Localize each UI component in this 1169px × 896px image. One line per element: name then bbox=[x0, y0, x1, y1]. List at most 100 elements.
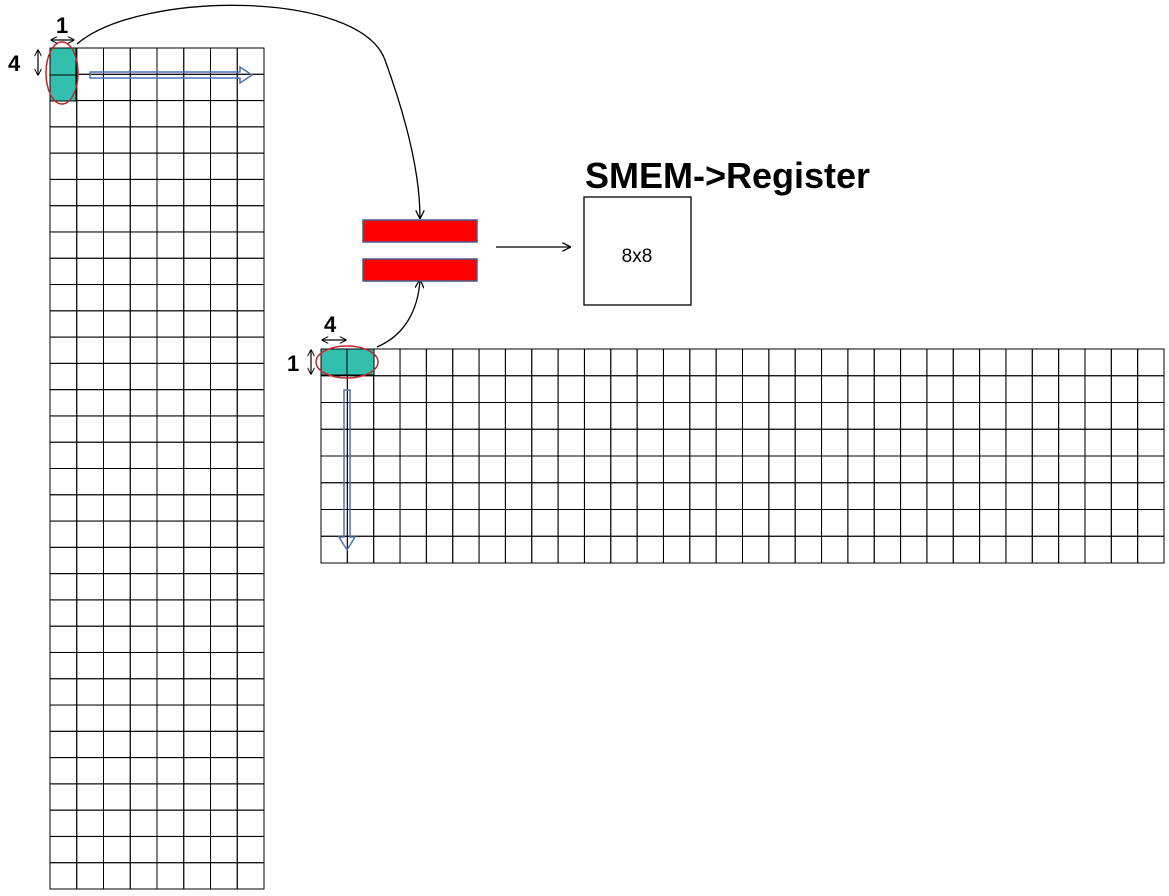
matrix-b-cell bbox=[610, 348, 638, 377]
matrix-b-cell bbox=[847, 348, 875, 377]
matrix-b-cell bbox=[1137, 455, 1165, 484]
matrix-b-cell bbox=[636, 455, 664, 484]
matrix-a-cell bbox=[76, 178, 104, 207]
matrix-b-cell bbox=[662, 348, 691, 377]
matrix-a-cell bbox=[156, 284, 185, 312]
diagram-title: SMEM->Register bbox=[585, 155, 870, 196]
matrix-b-cell bbox=[900, 348, 928, 377]
matrix-a-cell bbox=[183, 205, 211, 233]
matrix-b-cell bbox=[557, 375, 585, 403]
matrix-a-cell bbox=[183, 573, 211, 601]
matrix-b-cell bbox=[1110, 509, 1139, 537]
matrix-a-cell bbox=[156, 152, 185, 180]
matrix-a-cell bbox=[103, 730, 131, 759]
matrix-b-cell bbox=[452, 402, 480, 430]
matrix-a-cell bbox=[210, 47, 238, 75]
matrix-a-cell bbox=[183, 468, 211, 496]
matrix-a-cell bbox=[210, 835, 238, 864]
matrix-b-cell bbox=[979, 428, 1007, 457]
matrix-a-cell bbox=[210, 520, 238, 548]
matrix-b-cell bbox=[873, 535, 902, 564]
matrix-a-cell bbox=[49, 809, 78, 837]
matrix-b-cell bbox=[742, 428, 770, 457]
matrix-a-cell bbox=[183, 362, 211, 391]
matrix-a-cell bbox=[49, 257, 78, 286]
matrix-b-cell bbox=[926, 348, 954, 377]
matrix-a-cell bbox=[156, 546, 185, 575]
matrix-b-cell bbox=[1031, 428, 1060, 457]
matrix-a-cell bbox=[129, 757, 158, 785]
matrix-a-cell bbox=[236, 205, 265, 233]
matrix-a-cell bbox=[236, 362, 265, 391]
matrix-a-cell bbox=[49, 520, 78, 548]
matrix-b-cell bbox=[1137, 482, 1165, 510]
matrix-a-cell bbox=[129, 231, 158, 259]
matrix-a-cell bbox=[103, 415, 131, 443]
matrix-b-cell bbox=[979, 482, 1007, 510]
matrix-a-cell bbox=[236, 835, 265, 864]
matrix-b-cell bbox=[873, 428, 902, 457]
matrix-b-cell bbox=[373, 428, 401, 457]
matrix-a-cell bbox=[103, 441, 131, 469]
matrix-b-cell bbox=[847, 509, 875, 537]
matrix-b-cell bbox=[610, 455, 638, 484]
matrix-b-cell bbox=[452, 509, 480, 537]
matrix-a-cell bbox=[236, 47, 265, 75]
matrix-a-cell bbox=[156, 126, 185, 154]
matrix-b-cell bbox=[1031, 402, 1060, 430]
matrix-a-cell bbox=[210, 704, 238, 732]
matrix-a-cell bbox=[103, 468, 131, 496]
matrix-b-cell bbox=[373, 509, 401, 537]
matrix-a-cell bbox=[236, 783, 265, 811]
matrix-a-cell bbox=[49, 310, 78, 338]
matrix-a-cell bbox=[183, 415, 211, 443]
matrix-a-cell bbox=[103, 835, 131, 864]
matrix-b-cell bbox=[794, 375, 823, 403]
matrix-a-cell bbox=[236, 730, 265, 759]
matrix-a-cell bbox=[156, 862, 185, 890]
matrix-b-cell bbox=[821, 509, 849, 537]
matrix-b-cell bbox=[478, 482, 506, 510]
matrix-a-cell bbox=[76, 520, 104, 548]
matrix-b-cell bbox=[531, 535, 559, 564]
matrix-b-cell bbox=[715, 428, 743, 457]
matrix-a-cell bbox=[129, 651, 158, 680]
matrix-a-cell bbox=[103, 257, 131, 286]
matrix-b-cell bbox=[557, 535, 585, 564]
matrix-a-cell bbox=[183, 678, 211, 706]
matrix-b-cell bbox=[1031, 482, 1060, 510]
matrix-a-cell bbox=[103, 152, 131, 180]
matrix-a-cell bbox=[103, 757, 131, 785]
matrix-b-cell bbox=[1058, 428, 1086, 457]
matrix-b-cell bbox=[715, 535, 743, 564]
matrix-a-cell bbox=[156, 625, 185, 653]
matrix-a-cell bbox=[129, 441, 158, 469]
matrix-b-cell bbox=[794, 482, 823, 510]
matrix-b-cell bbox=[662, 402, 691, 430]
matrix-b-cell bbox=[373, 482, 401, 510]
matrix-b-cell bbox=[768, 482, 796, 510]
matrix-b-cell bbox=[1031, 348, 1060, 377]
matrix-a-cell bbox=[236, 678, 265, 706]
matrix-a-cell bbox=[236, 178, 265, 207]
matrix-b-cell bbox=[926, 455, 954, 484]
matrix-b-cell bbox=[425, 509, 454, 537]
matrix-b-cell bbox=[610, 509, 638, 537]
result-box bbox=[583, 196, 692, 306]
matrix-a-cell bbox=[103, 389, 131, 417]
matrix-b-cell bbox=[1137, 428, 1165, 457]
matrix-b-cell bbox=[425, 402, 454, 430]
matrix-a-cell bbox=[76, 651, 104, 680]
matrix-b-cell bbox=[373, 535, 401, 564]
matrix-b-cell bbox=[794, 535, 823, 564]
matrix-b-cell bbox=[794, 509, 823, 537]
matrix-a-cell bbox=[129, 336, 158, 364]
matrix-b-cell bbox=[742, 482, 770, 510]
matrix-b-cell bbox=[689, 402, 717, 430]
matrix-b-cell bbox=[847, 375, 875, 403]
matrix-a-cell bbox=[103, 310, 131, 338]
matrix-a-cell bbox=[49, 546, 78, 575]
matrix-b-cell bbox=[346, 482, 375, 510]
matrix-b-cell bbox=[715, 509, 743, 537]
